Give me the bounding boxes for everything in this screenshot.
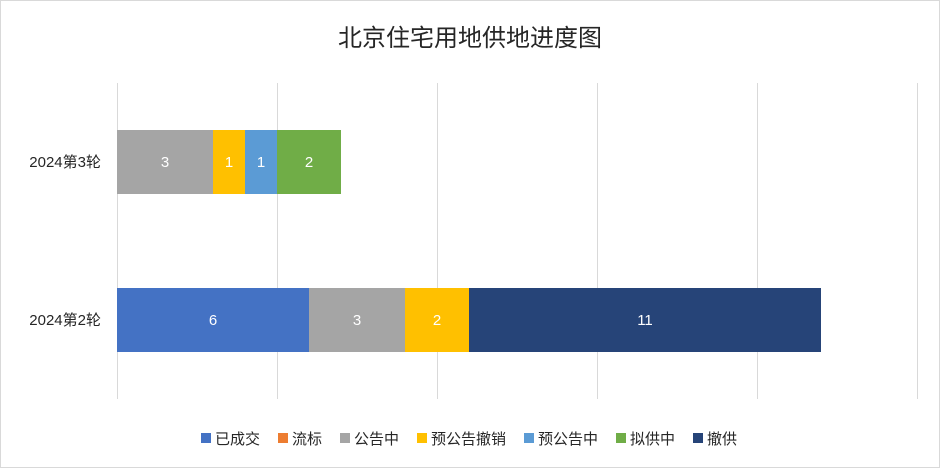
data-label: 1: [225, 154, 233, 171]
legend: 已成交 流标 公告中 预公告撤销 预公告中 拟供中 撤供: [201, 430, 737, 448]
data-label: 3: [161, 154, 169, 171]
data-label: 1: [257, 154, 265, 171]
bars: 3 1 1 26 3 2 11: [117, 130, 821, 352]
bar-segment: [309, 288, 405, 352]
bar-segment: [405, 288, 469, 352]
legend-swatch: [417, 433, 427, 443]
data-label: 2: [433, 312, 441, 329]
legend-label: 公告中: [354, 430, 399, 448]
legend-label: 流标: [292, 430, 322, 448]
data-label: 6: [209, 312, 217, 329]
legend-swatch: [278, 433, 288, 443]
data-label: 2: [305, 154, 313, 171]
chart-title: 北京住宅用地供地进度图: [338, 24, 602, 52]
bar-segment: [469, 288, 821, 352]
legend-label: 预公告中: [538, 430, 598, 448]
bar-segment: [245, 130, 277, 194]
legend-swatch: [693, 433, 703, 443]
legend-label: 撤供: [707, 430, 737, 448]
category-label: 2024第2轮: [29, 311, 101, 329]
legend-swatch: [201, 433, 211, 443]
bar-segment: [117, 288, 309, 352]
data-label: 11: [637, 312, 653, 329]
bar-segment: [277, 130, 341, 194]
legend-label: 已成交: [215, 430, 260, 448]
bar-segment: [213, 130, 245, 194]
legend-swatch: [340, 433, 350, 443]
data-label: 3: [353, 312, 361, 329]
legend-label: 拟供中: [630, 430, 675, 448]
bar-segment: [117, 130, 213, 194]
legend-swatch: [524, 433, 534, 443]
category-label: 2024第3轮: [29, 153, 101, 171]
legend-swatch: [616, 433, 626, 443]
category-axis-labels: 2024第3轮 2024第2轮: [29, 153, 101, 329]
legend-label: 预公告撤销: [431, 430, 506, 448]
